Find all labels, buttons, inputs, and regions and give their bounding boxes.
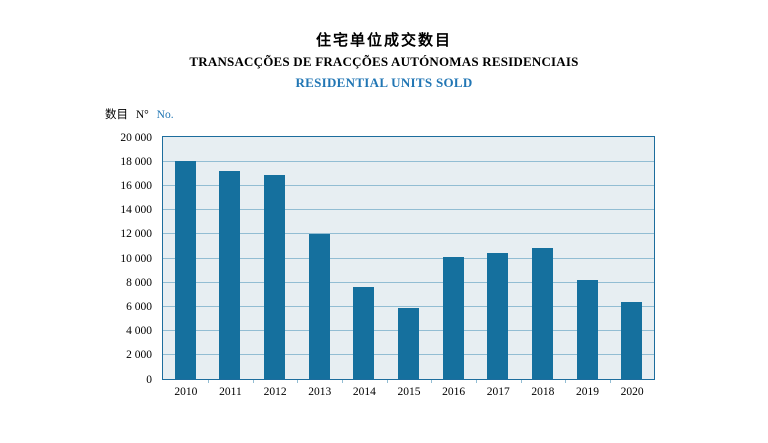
- page-title-en: RESIDENTIAL UNITS SOLD: [295, 75, 473, 90]
- page-title-zh: 住宅单位成交数目: [315, 33, 452, 49]
- bar-2015: [398, 308, 419, 379]
- page-title-pt: TRANSACÇÕES DE FRACÇÕES AUTÓNOMAS RESIDE…: [189, 54, 579, 69]
- y-tick-label-18000: 18 000: [120, 155, 152, 168]
- y-tick-label-6000: 6 000: [126, 300, 152, 313]
- y-tick-label-16000: 16 000: [120, 179, 152, 192]
- x-tick-mark-4: [342, 379, 344, 383]
- bar-2010: [174, 161, 196, 379]
- bar-2019: [576, 280, 598, 379]
- y-tick-label-8000: 8 000: [126, 276, 152, 289]
- x-tick-mark-9: [565, 379, 567, 383]
- chart-plot-area: [162, 136, 655, 380]
- x-tick-mark-6: [431, 379, 433, 383]
- x-tick-label-2011: 2011: [219, 386, 242, 398]
- bar-2020: [621, 301, 643, 379]
- gridline-18000: [163, 160, 654, 162]
- x-tick-mark-5: [386, 379, 388, 383]
- x-tick-label-2020: 2020: [620, 386, 644, 398]
- x-tick-mark-2: [252, 379, 254, 383]
- y-tick-label-20000: 20 000: [120, 131, 152, 144]
- x-tick-label-2010: 2010: [174, 386, 198, 398]
- x-tick-label-2017: 2017: [486, 386, 510, 398]
- x-tick-label-2019: 2019: [576, 386, 600, 398]
- x-tick-label-2015: 2015: [397, 386, 421, 398]
- y-tick-label-4000: 4 000: [126, 325, 152, 338]
- x-tick-mark-3: [297, 379, 299, 383]
- gridline-8000: [163, 281, 654, 283]
- gridline-12000: [163, 233, 654, 235]
- y-tick-label-12000: 12 000: [120, 228, 152, 241]
- x-tick-mark-1: [208, 379, 210, 383]
- bar-2017: [487, 252, 509, 379]
- gridline-14000: [163, 209, 654, 211]
- x-tick-label-2012: 2012: [263, 386, 287, 398]
- y-tick-label-2000: 2 000: [126, 349, 152, 362]
- bar-2016: [442, 257, 464, 379]
- y-axis-unit-label: 数目 N° No.: [105, 109, 174, 122]
- gridline-16000: [163, 184, 654, 186]
- x-tick-mark-10: [609, 379, 611, 383]
- y-axis-unit-en: No.: [156, 109, 174, 121]
- y-axis-unit-zh: 数目: [105, 109, 128, 121]
- bar-2011: [219, 170, 241, 379]
- bar-2014: [353, 287, 375, 379]
- x-tick-label-2016: 2016: [442, 386, 466, 398]
- chart-titles: 住宅单位成交数目 TRANSACÇÕES DE FRACÇÕES AUTÓNOM…: [0, 33, 768, 90]
- x-tick-mark-7: [475, 379, 477, 383]
- bar-2012: [264, 174, 286, 379]
- gridline-6000: [163, 305, 654, 307]
- y-tick-label-14000: 14 000: [120, 204, 152, 217]
- x-tick-label-2013: 2013: [308, 386, 332, 398]
- x-tick-mark-8: [520, 379, 522, 383]
- y-tick-label-10000: 10 000: [120, 252, 152, 265]
- x-tick-label-2018: 2018: [531, 386, 555, 398]
- x-tick-label-2014: 2014: [352, 386, 376, 398]
- bar-2018: [531, 248, 553, 379]
- y-axis-unit-pt: N°: [135, 109, 149, 121]
- gridline-10000: [163, 257, 654, 259]
- bar-2013: [308, 233, 330, 379]
- y-tick-label-0: 0: [146, 373, 152, 386]
